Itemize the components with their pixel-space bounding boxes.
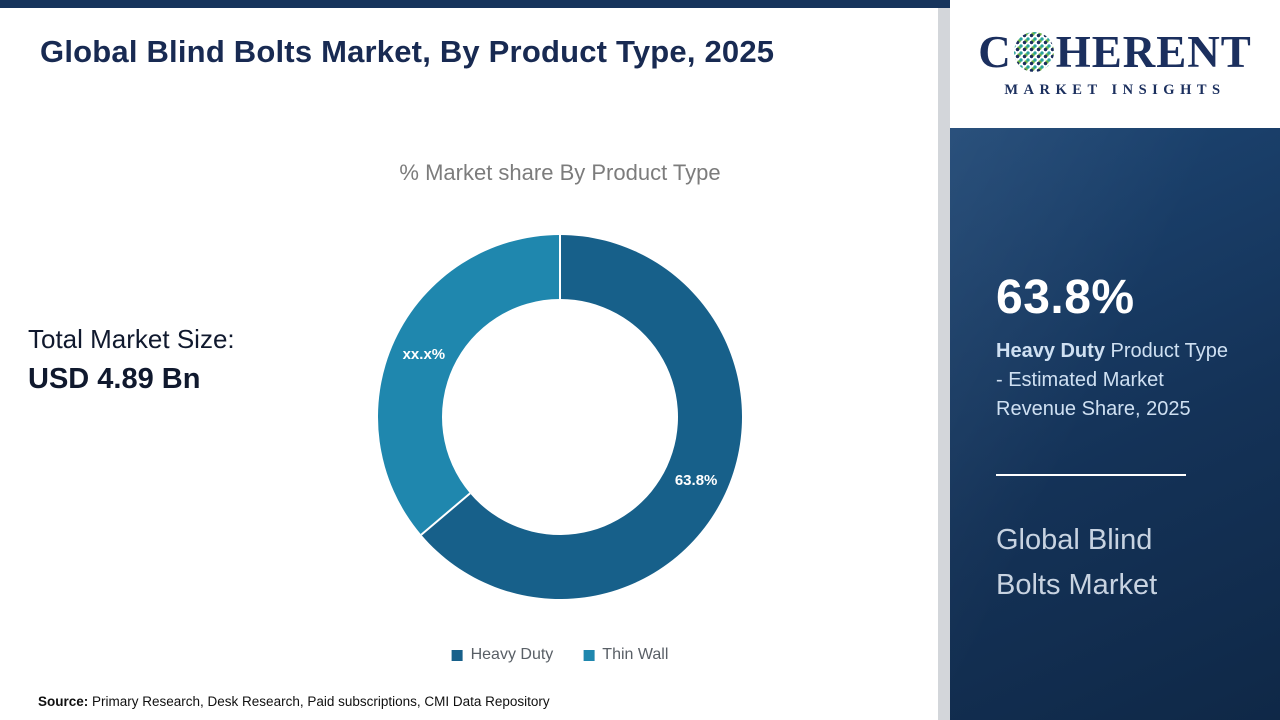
legend-label-heavy-duty: Heavy Duty [470,646,554,663]
chart-title: % Market share By Product Type [399,160,721,185]
donut-slice-heavy-duty [421,235,742,599]
sidebar-divider [996,474,1186,476]
donut-chart: 63.8% xx.x% [378,235,742,599]
logo-word-rest: HERENT [1055,26,1252,77]
legend-item-thin-wall: Thin Wall [583,646,668,664]
donut-slice-thin-wall [378,235,560,535]
legend-swatch-heavy-duty [451,649,463,661]
key-stat-description-text: Product Type - Estimated Market Revenue … [996,340,1228,420]
brand-logo-subtitle: MARKET INSIGHTS [1004,81,1226,98]
globe-dots-icon [1013,32,1054,72]
key-stat-value: 63.8% [996,271,1135,324]
slice-separator [420,492,471,536]
legend-swatch-thin-wall [583,649,595,661]
sidebar-market-title: Global Blind Bolts Market [996,524,1158,601]
source-text: Primary Research, Desk Research, Paid su… [88,694,550,709]
highlight-sidebar: 63.8% Heavy Duty Product Type - Estimate… [950,128,1280,720]
total-market-size-value: USD 4.89 Bn [28,363,201,395]
total-market-size-block: Total Market Size: USD 4.89 Bn [28,324,235,396]
legend-item-heavy-duty: Heavy Duty [451,646,554,664]
source-note: Source: Primary Research, Desk Research,… [38,694,550,709]
vertical-divider [938,0,950,720]
donut-chart-svg: 63.8% xx.x% [378,235,742,599]
chart-legend: Heavy Duty Thin Wall [451,646,668,664]
logo-letter-c: C [978,26,1012,77]
brand-logo: C HERENT MARKET INSIGHTS [950,0,1280,128]
total-market-size-label: Total Market Size: [28,324,235,354]
key-stat-segment-name: Heavy Duty [996,340,1105,362]
brand-logo-wordmark: C HERENT [978,26,1252,77]
source-label: Source: [38,694,89,709]
slice-label-thin-wall: xx.x% [403,346,446,363]
legend-label-thin-wall: Thin Wall [602,646,669,663]
slice-label-heavy-duty: 63.8% [675,472,718,489]
key-stat-description: Heavy Duty Product Type - Estimated Mark… [996,337,1232,424]
page-title: Global Blind Bolts Market, By Product Ty… [40,34,775,69]
top-accent-bar [0,0,950,8]
